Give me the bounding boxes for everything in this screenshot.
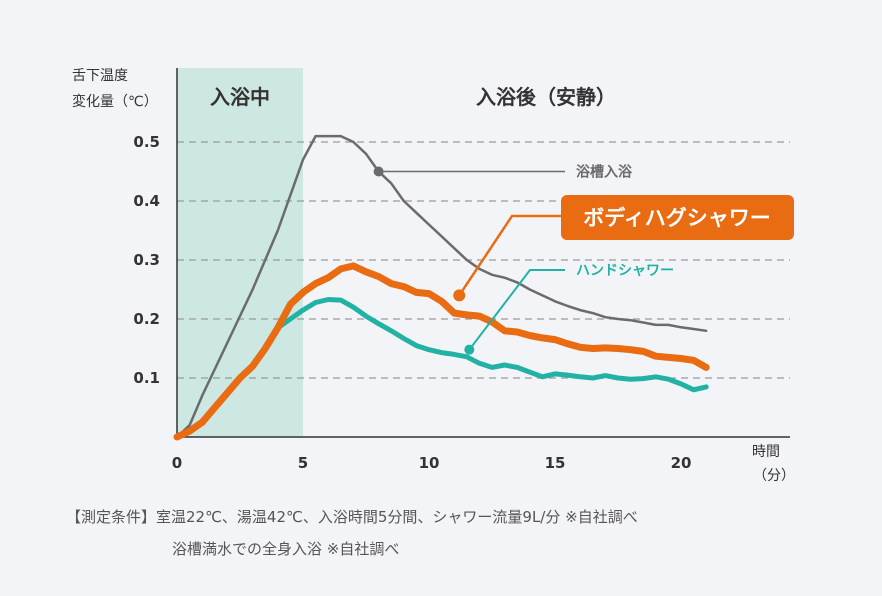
x-axis-title-line2: （分）	[753, 468, 795, 484]
chart: 入浴中 入浴後（安静） 0.1 0.2 0.3 0.4 0.5 0 5 10 15 20 舌下温度変化量…	[72, 68, 795, 484]
series-label-bodyhug-shower: ボディハグシャワー	[583, 206, 771, 230]
x-tick-label: 10	[419, 454, 440, 472]
x-tick-label: 0	[172, 454, 182, 472]
y-tick-label: 0.1	[133, 369, 160, 387]
y-axis-title-line1: 舌下温度	[72, 68, 128, 84]
bath-condition-note: 浴槽満水での全身入浴 ※自社調べ	[172, 540, 400, 558]
x-tick-label: 20	[671, 454, 692, 472]
zone-label-in-bath: 入浴中	[210, 85, 270, 109]
x-tick-label: 15	[545, 454, 566, 472]
y-tick-label: 0.3	[133, 251, 160, 269]
hand-shower-leader	[468, 269, 565, 351]
series-label-hand-shower: ハンドシャワー	[576, 263, 674, 279]
y-tick-label: 0.5	[133, 133, 160, 151]
y-tick-label: 0.4	[133, 192, 160, 210]
zone-label-after-bath: 入浴後（安静）	[476, 85, 616, 109]
bodyhug-leader	[458, 214, 562, 297]
bodyhug-callout-box	[561, 195, 794, 240]
y-tick-label: 0.2	[133, 310, 160, 328]
x-tick-label: 5	[298, 454, 308, 472]
x-axis-title-line1: 時間	[752, 444, 780, 460]
y-axis-title-line2: 変化量（℃）	[72, 93, 158, 110]
series-line-bathtub	[175, 134, 708, 439]
series-label-bathtub: 浴槽入浴	[576, 164, 633, 181]
series-line-bodyhug-shower	[173, 262, 710, 441]
measurement-conditions-note: 【測定条件】室温22℃、湯温42℃、入浴時間5分間、シャワー流量9L/分 ※自社…	[66, 508, 638, 526]
series-line-hand-shower	[275, 297, 709, 393]
